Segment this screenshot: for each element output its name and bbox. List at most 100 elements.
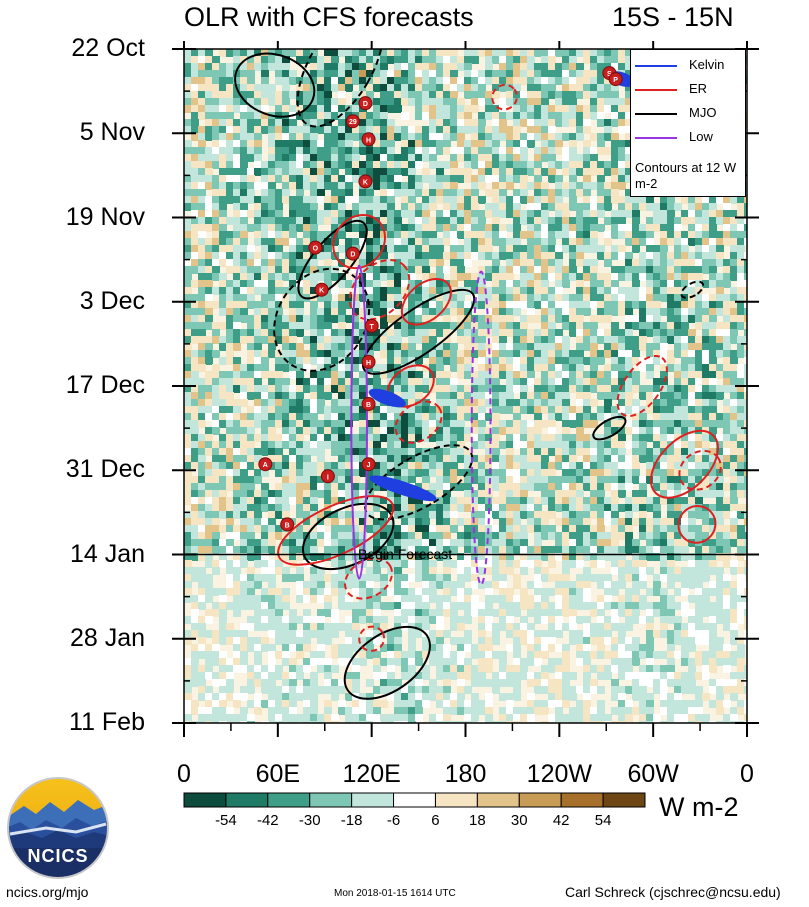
storm-marker-5: K	[358, 174, 373, 189]
ncics-logo: NCICS	[6, 776, 110, 880]
y-tick-label-1: 5 Nov	[79, 118, 145, 147]
colorbar-tick-1: -42	[256, 812, 279, 829]
legend-note: Contours at 12 W m-2	[635, 160, 737, 191]
colorbar-tick-5: 6	[431, 812, 440, 829]
storm-label-0: S	[607, 71, 612, 78]
contour-kelvin-26	[369, 475, 437, 502]
contour-mjo-1	[296, 49, 385, 128]
storm-label-8: K	[319, 288, 324, 295]
y-tick-label-3: 3 Dec	[79, 286, 145, 315]
storm-marker-6: O	[308, 240, 323, 255]
x-tick-label-5: 60W	[627, 760, 679, 788]
storm-marker-7: D	[345, 246, 360, 261]
y-tick-label-5: 31 Dec	[65, 455, 145, 484]
colorbar-swatch-6	[434, 792, 478, 808]
storm-label-9: T	[370, 324, 375, 331]
contour-mjo-4	[361, 288, 476, 375]
colorbar-swatch-10	[602, 792, 646, 808]
contour-mjo-9	[680, 280, 705, 299]
contour-er-14	[394, 400, 443, 444]
colorbar-swatch-2	[267, 792, 311, 808]
storm-label-13: I	[327, 474, 329, 481]
legend-swatch-low	[635, 137, 677, 139]
storm-label-5: K	[363, 179, 368, 186]
colorbar-tick-7: 30	[510, 812, 528, 829]
colorbar-swatch-9	[560, 792, 604, 808]
footer-link[interactable]: ncics.org/mjo	[6, 884, 89, 900]
storm-marker-1: P	[608, 72, 623, 87]
contour-er-17	[358, 625, 386, 652]
storm-marker-3: 29	[345, 114, 360, 129]
legend-swatch-er	[635, 89, 677, 91]
storm-label-15: B	[285, 522, 290, 529]
storm-marker-8: K	[314, 282, 329, 297]
contour-mjo-8	[592, 415, 627, 441]
legend-item-low: Low	[635, 128, 745, 148]
contour-er-16	[344, 557, 394, 600]
x-tick-label-4: 120W	[526, 760, 592, 788]
contour-er-19	[650, 429, 719, 499]
y-tick-label-8: 11 Feb	[69, 708, 145, 736]
colorbar-tick-2: -30	[298, 812, 321, 829]
storm-label-12: A	[263, 462, 268, 469]
storm-markers: SP D 29 H K O D K T H B A I J B	[258, 66, 623, 532]
contour-er-11	[348, 259, 411, 321]
colorbar-swatch-4	[351, 792, 395, 808]
legend-label-er: ER	[689, 81, 708, 96]
storm-marker-10: H	[361, 354, 376, 369]
contour-mjo-3	[273, 267, 371, 372]
legend-item-mjo: MJO	[635, 104, 745, 124]
plot-axes	[172, 41, 759, 737]
y-tick-label-7: 28 Jan	[69, 623, 145, 652]
y-tick-label-2: 19 Nov	[65, 202, 145, 231]
storm-marker-2: D	[358, 96, 373, 111]
legend-label-low: Low	[689, 129, 713, 144]
storm-marker-9: T	[364, 318, 379, 333]
colorbar-swatch-3	[309, 792, 353, 808]
storm-label-14: J	[367, 462, 371, 469]
storm-marker-15: B	[280, 517, 295, 532]
colorbar-tick-9: 54	[594, 812, 612, 829]
contour-er-10	[332, 214, 386, 270]
storm-label-1: P	[613, 77, 618, 84]
colorbar-swatch-0	[183, 792, 227, 808]
colorbar-swatch-1	[225, 792, 269, 808]
storm-marker-4: H	[361, 132, 376, 147]
storm-label-11: B	[366, 402, 371, 409]
storm-label-10: H	[366, 360, 371, 367]
logo-text: NCICS	[27, 846, 89, 866]
colorbar-tick-3: -18	[340, 812, 363, 829]
colorbar-units: W m-2	[659, 792, 739, 822]
storm-marker-14: J	[361, 457, 376, 472]
contour-kelvin-25	[368, 388, 406, 408]
colorbar-swatch-5	[393, 792, 436, 808]
contour-er-18	[616, 354, 668, 418]
x-tick-label-1: 60E	[255, 760, 301, 788]
colorbar-tick-6: 18	[469, 812, 486, 829]
footer-author: Carl Schreck (cjschrec@ncsu.edu)	[565, 884, 781, 900]
contour-low-23	[350, 264, 368, 580]
y-tick-label-4: 17 Dec	[65, 371, 145, 399]
contour-mjo-5	[363, 444, 474, 521]
storm-marker-13: I	[320, 469, 335, 484]
legend-swatch-mjo	[635, 113, 677, 115]
contour-er-21	[677, 505, 717, 544]
chart-legend: Kelvin ER MJO Low Contours at 12 W m-2	[630, 49, 746, 197]
footer-timestamp: Mon 2018-01-15 1614 UTC	[334, 888, 456, 899]
x-tick-label-0: 0	[177, 760, 191, 788]
storm-marker-11: B	[361, 397, 376, 412]
forecast-label: Begin Forecast	[358, 546, 453, 562]
x-tick-label-2: 120E	[342, 760, 401, 788]
y-tick-label-6: 14 Jan	[69, 539, 145, 568]
storm-label-6: O	[313, 246, 319, 253]
colorbar-swatch-7	[476, 792, 520, 808]
contour-er-12	[400, 277, 452, 326]
contour-low-24	[470, 270, 492, 586]
contour-mjo-0	[234, 52, 316, 118]
legend-label-mjo: MJO	[689, 105, 717, 120]
x-tick-label-6: 0	[740, 760, 754, 788]
ncics-logo-graphic	[7, 777, 109, 879]
colorbar-tick-4: -6	[386, 812, 401, 829]
storm-label-7: D	[350, 252, 355, 259]
